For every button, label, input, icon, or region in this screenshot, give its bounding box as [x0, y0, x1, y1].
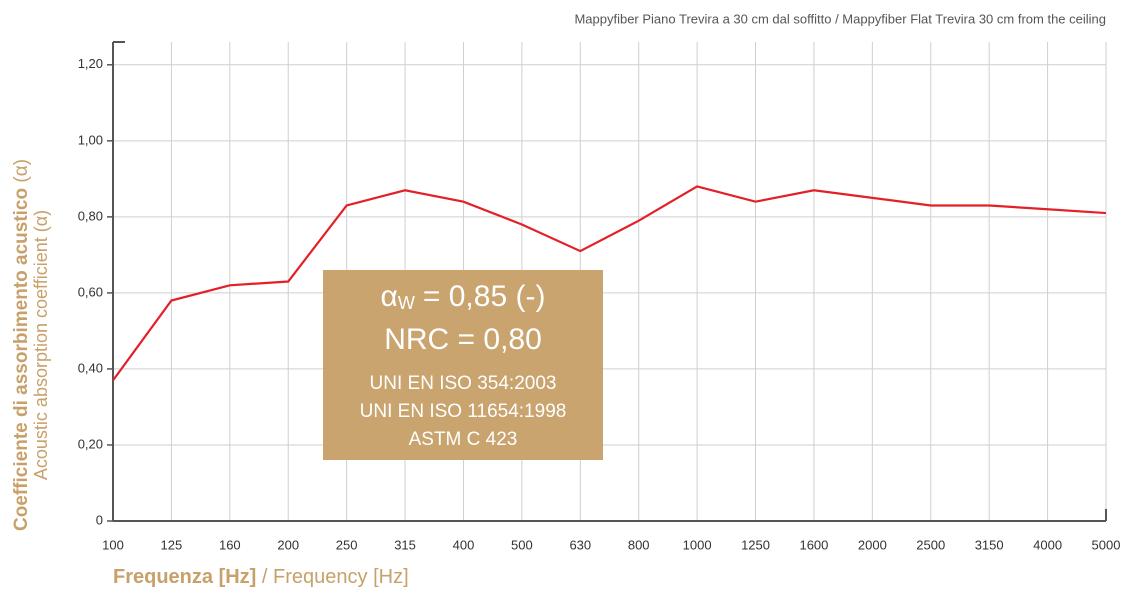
annotation-box: [323, 270, 603, 460]
annotation-line: NRC = 0,80: [384, 323, 542, 356]
y-axis-label: Coefficiente di assorbimento acustico (α…: [11, 159, 32, 531]
x-tick-label: 250: [336, 537, 358, 552]
x-tick-label: 125: [161, 537, 183, 552]
annotation-line: UNI EN ISO 11654:1998: [360, 401, 567, 422]
y-label-rest: (α): [11, 159, 32, 183]
x-tick-label: 100: [102, 537, 124, 552]
y-axis-label-2: Acoustic absorption coefficient (α): [31, 210, 51, 480]
x-tick-label: 3150: [975, 537, 1004, 552]
annotation-line: UNI EN ISO 354:2003: [370, 373, 557, 394]
x-tick-label: 630: [569, 537, 591, 552]
x-tick-label: 400: [453, 537, 475, 552]
x-tick-label: 2500: [916, 537, 945, 552]
x-tick-label: 5000: [1092, 537, 1121, 552]
y-tick-label: 1,20: [78, 56, 103, 71]
x-tick-label: 1250: [741, 537, 770, 552]
chart-title: Mappyfiber Piano Trevira a 30 cm dal sof…: [574, 11, 1106, 26]
y-tick-label: 0,60: [78, 284, 103, 299]
annotation-alpha: αW = 0,85 (-): [381, 280, 546, 313]
x-tick-label: 315: [394, 537, 416, 552]
y-tick-label: 0,20: [78, 436, 103, 451]
x-tick-label: 200: [277, 537, 299, 552]
x-tick-label: 2000: [858, 537, 887, 552]
x-tick-label: 500: [511, 537, 533, 552]
y-tick-label: 0: [96, 512, 103, 527]
x-tick-label: 800: [628, 537, 650, 552]
y-tick-label: 0,40: [78, 360, 103, 375]
x-tick-label: 1600: [799, 537, 828, 552]
x-tick-label: 160: [219, 537, 241, 552]
data-line: [112, 185, 1107, 381]
x-label-rest: / Frequency [Hz]: [262, 566, 409, 588]
alpha-text: = 0,85 (-): [423, 280, 546, 313]
x-tick-label: 4000: [1033, 537, 1062, 552]
y-tick-label: 1,00: [78, 132, 103, 147]
x-label-bold: Frequenza [Hz]: [113, 566, 256, 588]
annotation-line: ASTM C 423: [409, 429, 518, 450]
y-label-bold: Coefficiente di assorbimento acustico: [11, 188, 32, 531]
x-tick-label: 1000: [683, 537, 712, 552]
alpha-subscript: W: [398, 293, 415, 313]
alpha-symbol: α: [381, 280, 398, 313]
x-axis-label: Frequenza [Hz] / Frequency [Hz]: [113, 566, 409, 588]
y-tick-label: 0,80: [78, 208, 103, 223]
